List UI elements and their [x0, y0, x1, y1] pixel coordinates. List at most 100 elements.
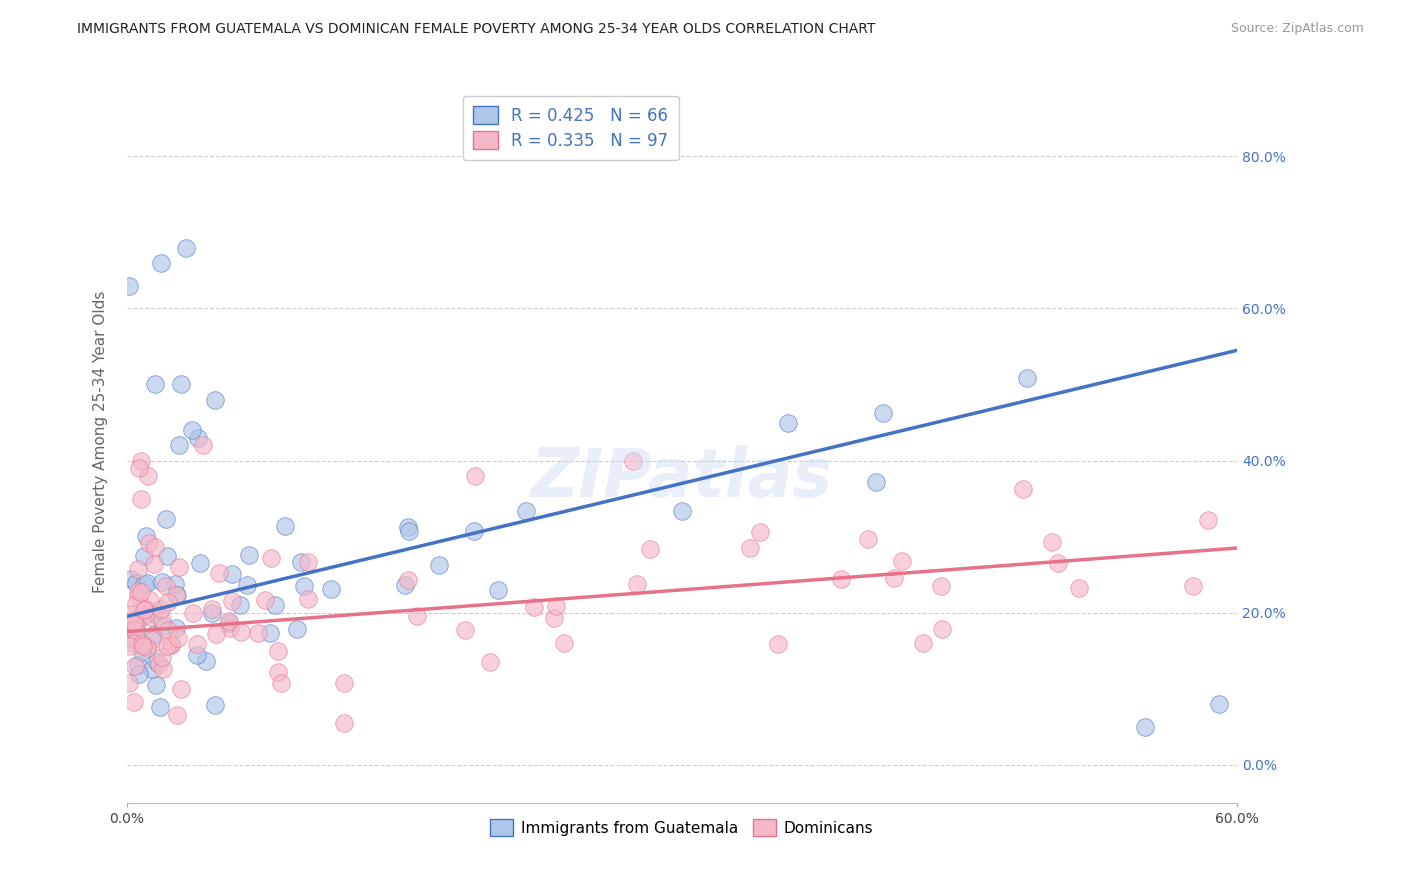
Dominicans	[544, 599, 567, 613]
Dominicans	[136, 640, 159, 655]
Immigrants from Guatemala	[145, 655, 167, 669]
Immigrants from Guatemala	[135, 575, 157, 590]
Immigrants from Guatemala	[1208, 697, 1230, 711]
Immigrants from Guatemala	[671, 504, 693, 518]
Immigrants from Guatemala	[163, 577, 186, 591]
Immigrants from Guatemala	[156, 549, 179, 563]
Immigrants from Guatemala	[187, 431, 209, 445]
Dominicans	[122, 695, 145, 709]
Dominicans	[152, 662, 174, 676]
Dominicans	[883, 571, 905, 585]
Immigrants from Guatemala	[486, 582, 509, 597]
Dominicans	[131, 637, 153, 651]
Immigrants from Guatemala	[865, 475, 887, 489]
Dominicans	[267, 665, 290, 679]
Dominicans	[150, 601, 173, 615]
Dominicans	[124, 623, 146, 637]
Immigrants from Guatemala	[169, 438, 191, 452]
Immigrants from Guatemala	[292, 579, 315, 593]
Dominicans	[221, 594, 243, 608]
Dominicans	[749, 525, 772, 540]
Dominicans	[167, 559, 190, 574]
Immigrants from Guatemala	[872, 406, 894, 420]
Dominicans	[118, 615, 141, 629]
Dominicans	[127, 562, 149, 576]
Dominicans	[398, 573, 420, 587]
Text: ZIPatlas: ZIPatlas	[531, 445, 832, 510]
Dominicans	[218, 621, 240, 635]
Immigrants from Guatemala	[128, 667, 150, 681]
Dominicans	[193, 438, 215, 452]
Dominicans	[136, 468, 159, 483]
Dominicans	[148, 657, 170, 671]
Dominicans	[626, 577, 648, 591]
Dominicans	[156, 639, 179, 653]
Immigrants from Guatemala	[427, 558, 450, 573]
Immigrants from Guatemala	[120, 620, 142, 634]
Dominicans	[131, 610, 153, 624]
Immigrants from Guatemala	[134, 576, 156, 591]
Dominicans	[1040, 534, 1063, 549]
Text: Source: ZipAtlas.com: Source: ZipAtlas.com	[1230, 22, 1364, 36]
Immigrants from Guatemala	[118, 278, 141, 293]
Immigrants from Guatemala	[204, 698, 226, 712]
Dominicans	[129, 453, 152, 467]
Immigrants from Guatemala	[174, 241, 197, 255]
Dominicans	[132, 639, 155, 653]
Legend: Immigrants from Guatemala, Dominicans: Immigrants from Guatemala, Dominicans	[484, 814, 880, 842]
Immigrants from Guatemala	[150, 575, 173, 590]
Dominicans	[127, 590, 149, 604]
Dominicans	[543, 611, 565, 625]
Dominicans	[143, 557, 166, 571]
Dominicans	[134, 602, 156, 616]
Dominicans	[830, 572, 852, 586]
Immigrants from Guatemala	[285, 623, 308, 637]
Immigrants from Guatemala	[463, 524, 485, 539]
Immigrants from Guatemala	[238, 549, 260, 563]
Dominicans	[157, 595, 180, 609]
Immigrants from Guatemala	[194, 654, 217, 668]
Dominicans	[218, 614, 240, 628]
Immigrants from Guatemala	[259, 625, 281, 640]
Dominicans	[124, 621, 146, 635]
Dominicans	[270, 676, 292, 690]
Immigrants from Guatemala	[166, 588, 188, 602]
Immigrants from Guatemala	[145, 678, 167, 692]
Dominicans	[167, 631, 190, 645]
Dominicans	[523, 599, 546, 614]
Dominicans	[267, 644, 290, 658]
Dominicans	[129, 491, 152, 506]
Dominicans	[139, 593, 162, 607]
Dominicans	[297, 556, 319, 570]
Dominicans	[157, 623, 180, 637]
Immigrants from Guatemala	[776, 417, 799, 431]
Dominicans	[181, 606, 204, 620]
Dominicans	[1046, 556, 1069, 570]
Dominicans	[207, 566, 229, 580]
Immigrants from Guatemala	[236, 577, 259, 591]
Immigrants from Guatemala	[142, 607, 165, 622]
Dominicans	[125, 597, 148, 611]
Dominicans	[453, 624, 475, 638]
Dominicans	[127, 583, 149, 598]
Dominicans	[159, 637, 181, 651]
Dominicans	[297, 592, 319, 607]
Immigrants from Guatemala	[135, 528, 157, 542]
Immigrants from Guatemala	[141, 663, 163, 677]
Immigrants from Guatemala	[132, 549, 155, 564]
Immigrants from Guatemala	[200, 606, 222, 620]
Immigrants from Guatemala	[131, 645, 153, 659]
Immigrants from Guatemala	[170, 377, 193, 392]
Immigrants from Guatemala	[221, 566, 243, 581]
Immigrants from Guatemala	[186, 648, 208, 662]
Dominicans	[766, 637, 789, 651]
Dominicans	[129, 585, 152, 599]
Dominicans	[139, 610, 162, 624]
Immigrants from Guatemala	[149, 700, 172, 714]
Y-axis label: Female Poverty Among 25-34 Year Olds: Female Poverty Among 25-34 Year Olds	[93, 291, 108, 592]
Dominicans	[150, 613, 173, 627]
Dominicans	[150, 650, 173, 665]
Dominicans	[333, 715, 356, 730]
Immigrants from Guatemala	[394, 578, 416, 592]
Dominicans	[122, 615, 145, 629]
